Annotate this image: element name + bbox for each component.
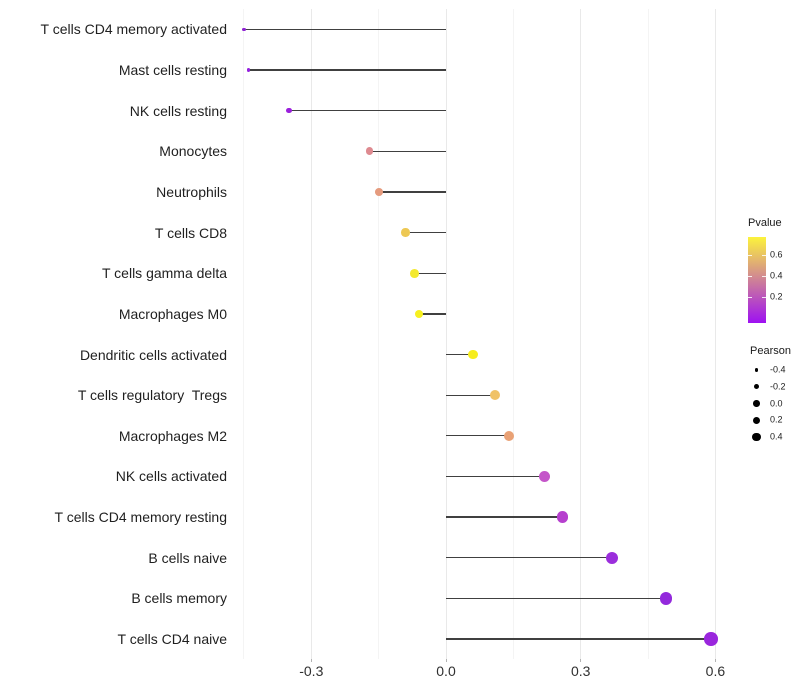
lollipop-segment — [414, 272, 446, 274]
lollipop-dot — [242, 27, 246, 32]
lollipop-segment — [288, 109, 446, 112]
lollipop-dot — [659, 591, 673, 605]
lollipop-dot — [557, 511, 569, 523]
category-label: Neutrophils — [156, 183, 227, 200]
lollipop-segment — [446, 638, 711, 640]
gridline-major — [580, 9, 582, 659]
x-tick-mark — [445, 659, 447, 662]
lollipop-segment — [446, 353, 473, 356]
category-label: NK cells resting — [129, 102, 227, 119]
x-tick-mark — [714, 659, 716, 662]
lollipop-segment — [446, 597, 666, 600]
lollipop-dot — [374, 188, 383, 196]
lollipop-dot — [606, 551, 619, 564]
gridline-major — [310, 9, 312, 659]
lollipop-dot — [468, 349, 478, 360]
lollipop-dot — [414, 309, 424, 319]
category-label: T cells regulatory Tregs — [77, 387, 227, 404]
lollipop-dot — [490, 390, 501, 401]
category-label: T cells CD4 naive — [117, 631, 227, 648]
category-label: Dendritic cells activated — [79, 346, 227, 363]
lollipop-dot — [503, 430, 515, 442]
lollipop-segment — [378, 191, 446, 193]
category-label: B cells naive — [148, 549, 227, 566]
x-tick-mark — [580, 659, 582, 662]
gridline-minor — [512, 9, 514, 659]
x-tick-label: 0.6 — [705, 663, 726, 679]
lollipop-segment — [446, 516, 563, 518]
lollipop-segment — [405, 231, 446, 234]
lollipop-segment — [446, 475, 545, 478]
category-label: T cells CD8 — [154, 224, 227, 241]
category-label: Mast cells resting — [118, 61, 227, 78]
category-label: T cells CD4 memory resting — [54, 509, 227, 526]
lollipop-dot — [286, 107, 292, 114]
lollipop-segment — [446, 394, 496, 396]
category-label: Macrophages M2 — [118, 427, 227, 444]
x-tick-mark — [310, 659, 312, 662]
category-label: Macrophages M0 — [118, 305, 227, 322]
lollipop-segment — [446, 435, 509, 437]
lollipop-dot — [410, 268, 419, 278]
gridline-major — [445, 9, 447, 659]
lollipop-dot — [401, 228, 410, 237]
category-label: Monocytes — [159, 143, 227, 160]
category-label: B cells memory — [131, 590, 227, 607]
gridline-minor — [378, 9, 380, 659]
category-label: T cells CD4 memory activated — [40, 21, 227, 38]
lollipop-dot — [365, 147, 374, 156]
gridline-minor — [647, 9, 649, 659]
lollipop-segment — [446, 557, 613, 559]
x-tick-label: 0.0 — [436, 663, 456, 679]
lollipop-dot — [539, 470, 551, 482]
category-label: NK cells activated — [115, 468, 227, 485]
gridline-minor — [243, 9, 245, 659]
lollipop-segment — [248, 69, 446, 71]
category-label: T cells gamma delta — [101, 265, 227, 282]
lollipop-segment — [419, 313, 446, 315]
x-tick-label: -0.3 — [299, 663, 324, 679]
lollipop-segment — [243, 28, 446, 30]
lollipop-dot — [246, 68, 251, 72]
gridline-major — [714, 9, 716, 659]
lollipop-dot — [704, 632, 718, 646]
x-tick-label: 0.3 — [570, 663, 591, 679]
lollipop-segment — [369, 150, 446, 152]
